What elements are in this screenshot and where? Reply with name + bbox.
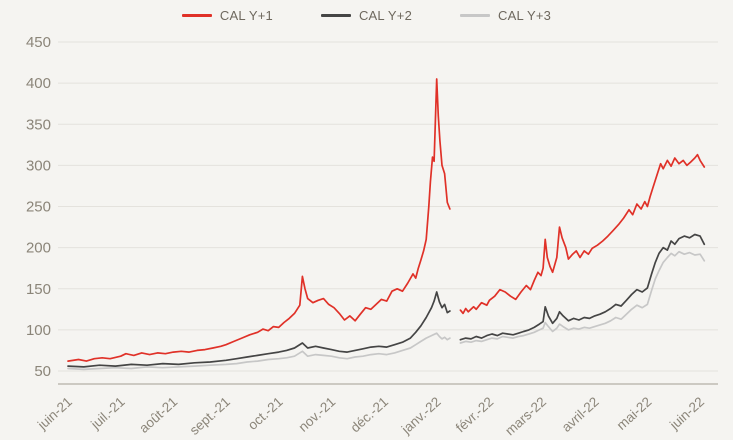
x-axis-tick-label: nov.-21 [296,394,339,435]
legend-label-cal-y-plus-3: CAL Y+3 [498,8,552,23]
series-line-cal-y-3 [67,332,451,371]
legend-label-cal-y-plus-2: CAL Y+2 [358,8,413,23]
y-axis-tick-label: 400 [26,75,51,92]
x-axis-tick-label: déc.-21 [348,394,392,435]
series-line-cal-y-1 [67,78,451,362]
y-axis-tick-label: 100 [26,322,51,339]
legend-swatch-cal-y-plus-2 [320,14,351,17]
y-axis-tick-label: 250 [26,199,51,216]
chart-legend: CAL Y+1 CAL Y+2 CAL Y+3 [0,8,733,23]
x-axis-tick-label: juil.-21 [87,394,127,432]
x-axis-tick-label: sept.-21 [187,394,233,438]
legend-swatch-cal-y-plus-1 [181,14,212,17]
y-axis-tick-label: 50 [34,363,51,380]
legend-item-cal-y-plus-2: CAL Y+2 [320,8,413,23]
series-line-cal-y-3 [459,250,706,344]
legend-item-cal-y-plus-1: CAL Y+1 [181,8,273,23]
series-line-cal-y-1 [459,153,706,315]
y-axis-tick-label: 300 [26,157,51,174]
x-axis-tick-label: août-21 [136,394,180,436]
y-axis-tick-label: 350 [26,116,51,133]
x-axis-tick-label: juin-21 [34,394,75,433]
legend-swatch-cal-y-plus-3 [460,14,491,17]
y-axis-tick-label: 150 [26,281,51,298]
x-axis-tick-label: juin-22 [666,394,707,433]
x-axis-tick-label: mai-22 [614,394,655,433]
x-axis-tick-label: janv.-22 [398,394,444,437]
x-axis-tick-label: oct.-21 [245,394,286,433]
series-line-cal-y-2 [459,233,706,341]
y-axis-tick-label: 200 [26,240,51,257]
series-line-cal-y-2 [67,291,451,368]
x-axis-tick-label: févr.-22 [453,394,497,435]
y-axis-tick-label: 450 [26,34,51,51]
x-axis-tick-label: avril-22 [559,394,602,435]
legend-item-cal-y-plus-3: CAL Y+3 [460,8,551,23]
x-axis-tick-label: mars-22 [502,394,549,438]
legend-label-cal-y-plus-1: CAL Y+1 [219,8,273,23]
